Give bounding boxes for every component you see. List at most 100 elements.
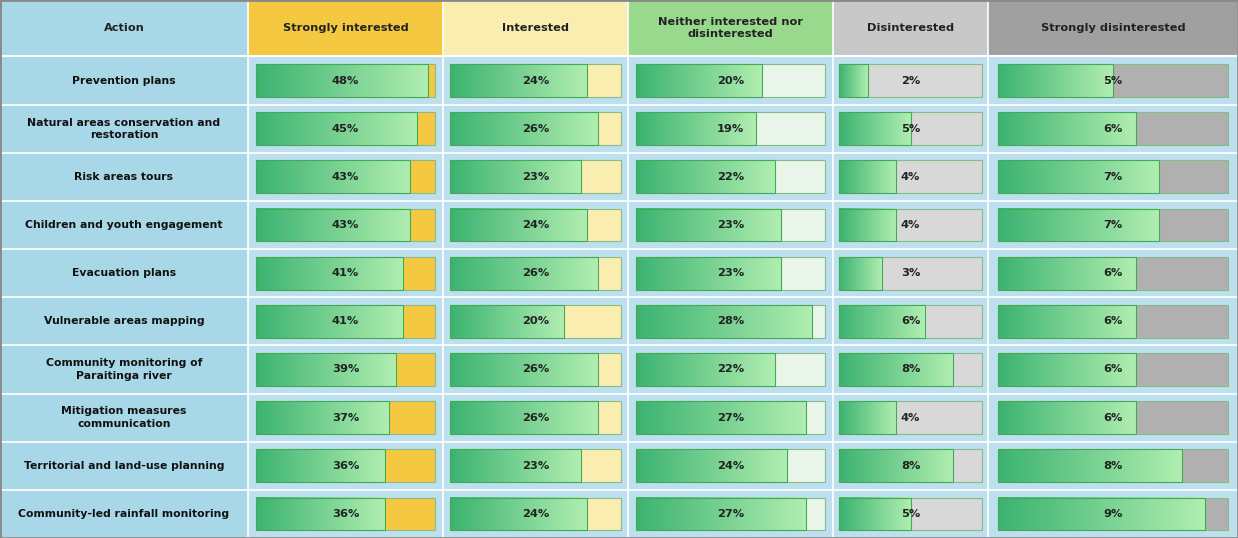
Bar <box>0 393 248 442</box>
Bar <box>833 297 988 345</box>
Bar <box>839 209 896 242</box>
Text: 22%: 22% <box>717 364 744 374</box>
Bar <box>636 64 761 97</box>
Text: 7%: 7% <box>1103 220 1123 230</box>
Bar <box>636 257 781 289</box>
Bar <box>628 201 833 249</box>
Bar <box>628 153 833 201</box>
Bar <box>443 0 628 56</box>
Bar <box>248 0 443 56</box>
Bar <box>248 105 443 153</box>
Bar <box>988 153 1238 201</box>
Bar <box>988 442 1238 490</box>
Bar <box>451 449 581 482</box>
Text: 24%: 24% <box>522 220 550 230</box>
Text: Neither interested nor
disinterested: Neither interested nor disinterested <box>659 17 803 39</box>
Bar <box>998 353 1136 386</box>
Bar <box>998 209 1159 242</box>
Bar <box>988 201 1238 249</box>
Bar <box>256 112 417 145</box>
Bar <box>998 64 1113 97</box>
Text: 24%: 24% <box>717 461 744 471</box>
Bar <box>833 0 988 56</box>
Text: 36%: 36% <box>332 461 359 471</box>
Bar <box>0 201 248 249</box>
Text: 23%: 23% <box>717 268 744 278</box>
Text: 8%: 8% <box>901 461 920 471</box>
Text: Interested: Interested <box>501 23 569 33</box>
Bar <box>833 393 988 442</box>
Bar <box>256 401 436 434</box>
Bar <box>998 498 1205 530</box>
Text: 26%: 26% <box>522 124 550 134</box>
Text: 41%: 41% <box>332 316 359 327</box>
Bar <box>839 401 982 434</box>
Text: 45%: 45% <box>332 124 359 134</box>
Bar <box>256 305 402 338</box>
Bar <box>256 449 385 482</box>
Bar <box>998 449 1228 482</box>
Bar <box>636 209 781 242</box>
Bar <box>443 345 628 393</box>
Bar <box>636 305 825 338</box>
Bar <box>451 112 598 145</box>
Bar <box>998 401 1136 434</box>
Bar <box>839 353 982 386</box>
Bar <box>256 64 428 97</box>
Text: 9%: 9% <box>1103 509 1123 519</box>
Text: 19%: 19% <box>717 124 744 134</box>
Text: Prevention plans: Prevention plans <box>72 75 176 86</box>
Bar <box>451 209 587 242</box>
Bar <box>839 112 982 145</box>
Text: 6%: 6% <box>1103 268 1123 278</box>
Bar <box>0 153 248 201</box>
Bar <box>0 56 248 105</box>
Bar <box>248 297 443 345</box>
Bar <box>451 257 598 289</box>
Bar <box>451 305 620 338</box>
Bar <box>833 442 988 490</box>
Bar <box>988 249 1238 297</box>
Bar <box>451 209 620 242</box>
Text: 4%: 4% <box>901 220 920 230</box>
Bar <box>839 160 982 193</box>
Text: Children and youth engagement: Children and youth engagement <box>25 220 223 230</box>
Bar <box>256 401 389 434</box>
Bar <box>256 64 436 97</box>
Text: 8%: 8% <box>901 364 920 374</box>
Bar <box>988 393 1238 442</box>
Bar <box>0 105 248 153</box>
Bar <box>636 401 825 434</box>
Text: 20%: 20% <box>522 316 550 327</box>
Bar <box>839 64 982 97</box>
Bar <box>839 160 896 193</box>
Bar <box>998 64 1228 97</box>
Bar <box>443 153 628 201</box>
Bar <box>443 56 628 105</box>
Bar <box>839 353 953 386</box>
Bar <box>839 401 896 434</box>
Bar <box>628 249 833 297</box>
Bar <box>636 449 787 482</box>
Bar <box>0 442 248 490</box>
Bar <box>988 105 1238 153</box>
Bar <box>636 64 825 97</box>
Bar <box>636 353 825 386</box>
Bar <box>833 105 988 153</box>
Bar <box>451 160 581 193</box>
Bar <box>0 249 248 297</box>
Bar <box>248 393 443 442</box>
Bar <box>0 345 248 393</box>
Bar <box>998 112 1228 145</box>
Bar <box>988 345 1238 393</box>
Bar <box>998 305 1136 338</box>
Bar <box>248 56 443 105</box>
Bar <box>256 498 385 530</box>
Bar <box>443 105 628 153</box>
Bar <box>451 449 620 482</box>
Bar <box>988 0 1238 56</box>
Bar <box>839 498 982 530</box>
Bar <box>256 305 436 338</box>
Bar <box>256 498 436 530</box>
Bar <box>998 449 1182 482</box>
